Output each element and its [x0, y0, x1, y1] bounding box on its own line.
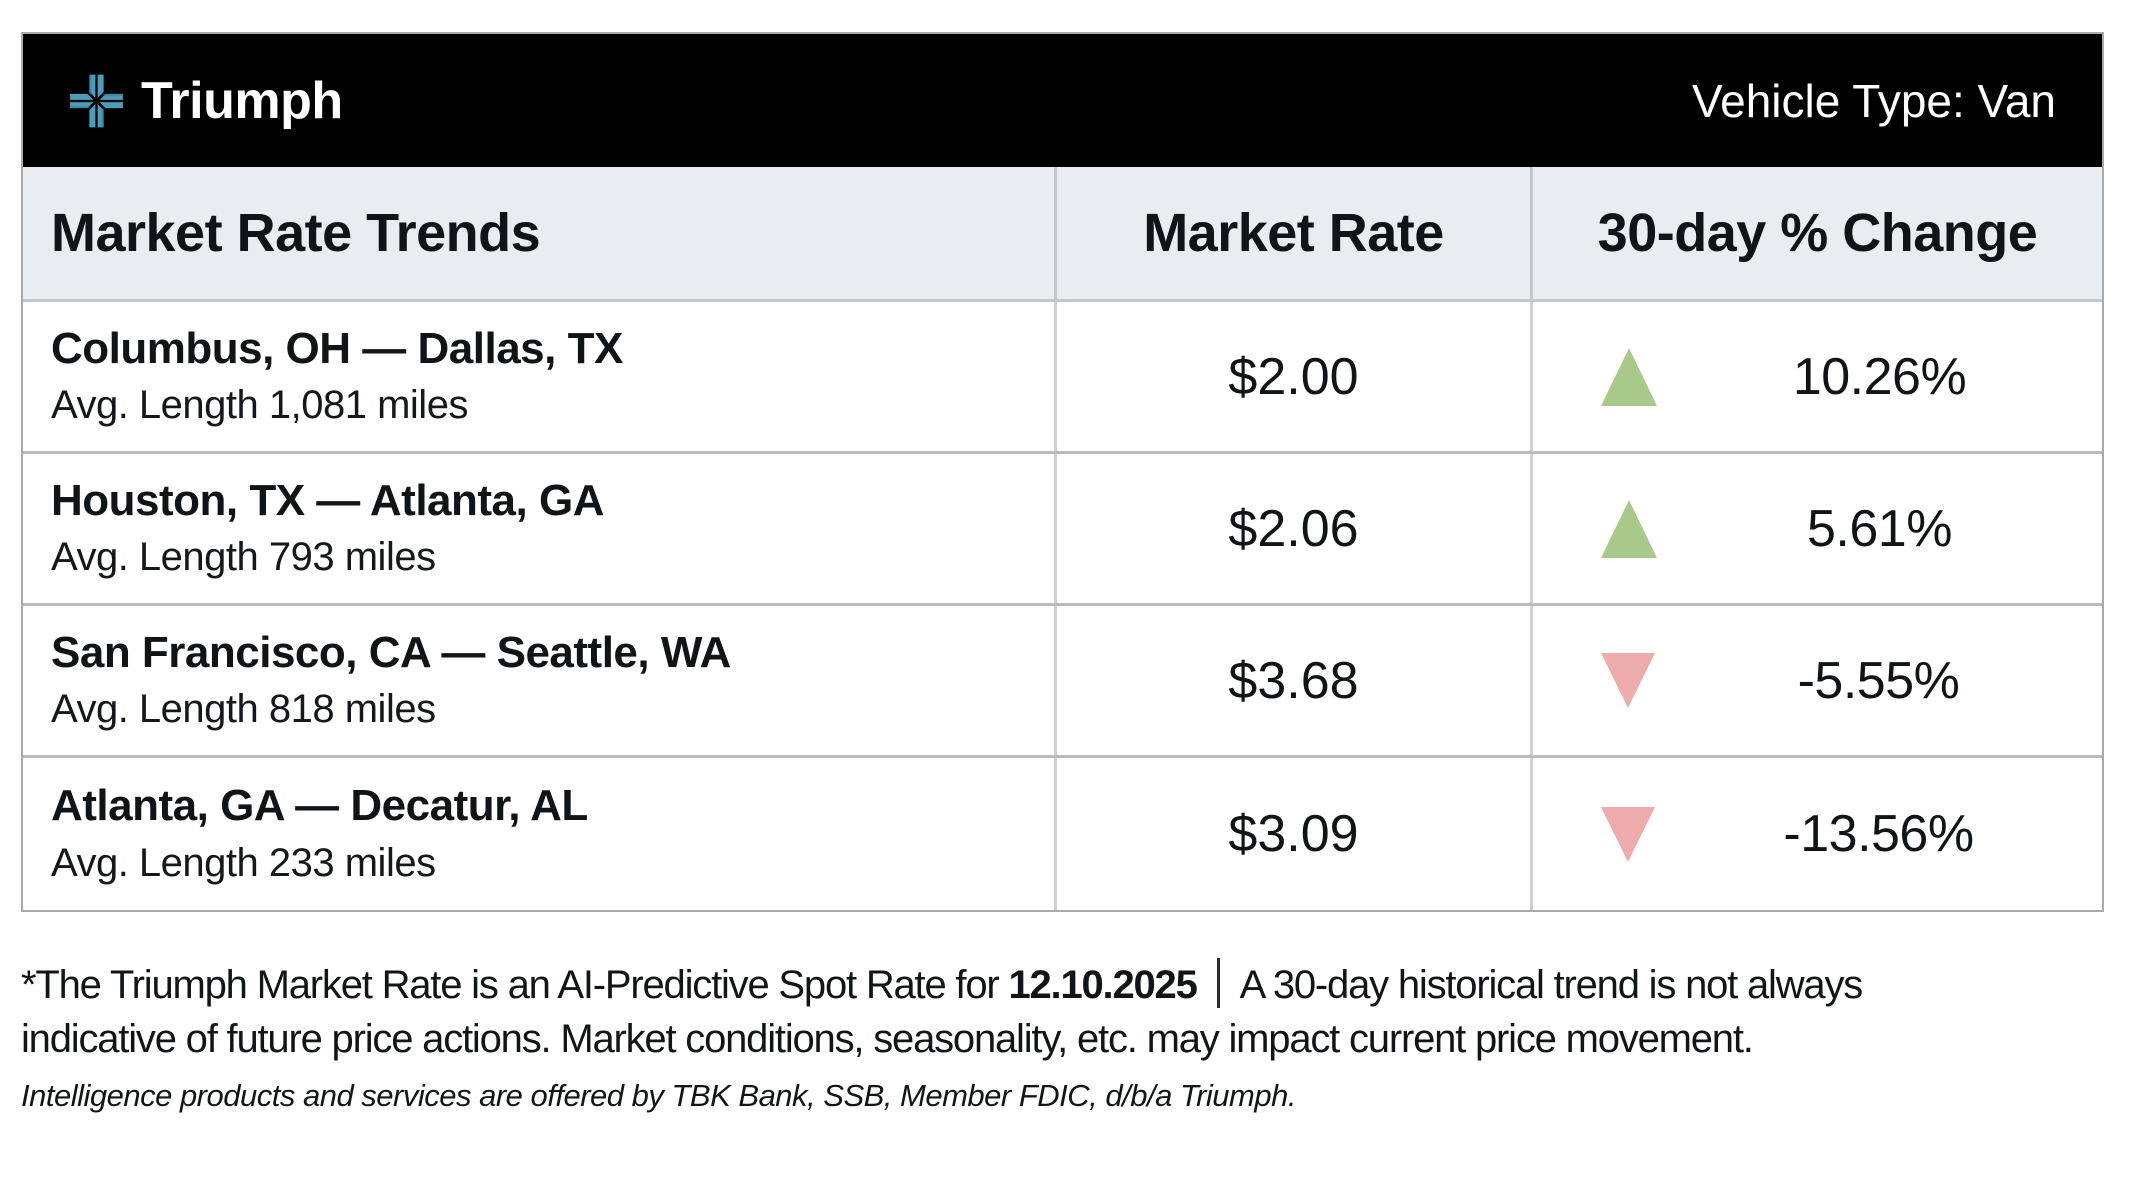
- market-rate-value: $2.06: [1054, 454, 1530, 603]
- market-rate-value: $3.09: [1054, 758, 1530, 910]
- brand-header: Triumph Vehicle Type: Van: [23, 34, 2102, 167]
- rate-table: Triumph Vehicle Type: Van Market Rate Tr…: [21, 32, 2104, 912]
- route-avg-length: Avg. Length 233 miles: [51, 840, 436, 885]
- brand-logo: Triumph: [69, 71, 343, 131]
- route-cell: Houston, TX — Atlanta, GA Avg. Length 79…: [23, 454, 1054, 603]
- brand-wordmark: Triumph: [141, 71, 343, 130]
- change-value: -13.56%: [1783, 805, 1974, 863]
- route-avg-length: Avg. Length 1,081 miles: [51, 383, 468, 428]
- trend-down-icon: [1601, 653, 1655, 708]
- market-rate-value: $3.68: [1054, 606, 1530, 755]
- market-rate-value: $2.00: [1054, 302, 1530, 451]
- route-name: Atlanta, GA — Decatur, AL: [51, 781, 588, 831]
- column-header-trends: Market Rate Trends: [51, 203, 541, 263]
- route-cell: Columbus, OH — Dallas, TX Avg. Length 1,…: [23, 302, 1054, 451]
- route-avg-length: Avg. Length 793 miles: [51, 535, 436, 580]
- column-header-30day-change: 30-day % Change: [1530, 167, 2102, 299]
- disclaimer-line1: A 30-day historical trend is not always: [1239, 963, 1864, 1007]
- change-cell: 5.61%: [1530, 454, 2102, 603]
- route-name: Columbus, OH — Dallas, TX: [51, 323, 623, 373]
- trend-up-icon: [1601, 499, 1657, 558]
- table-header-row: Market Rate Trends Market Rate 30-day % …: [23, 167, 2102, 302]
- disclaimer-text: *The Triumph Market Rate is an AI-Predic…: [21, 958, 2104, 1066]
- route-avg-length: Avg. Length 818 miles: [51, 687, 436, 732]
- vehicle-type-label: Vehicle Type: Van: [1691, 74, 2056, 127]
- table-row: Columbus, OH — Dallas, TX Avg. Length 1,…: [23, 302, 2102, 454]
- route-name: Houston, TX — Atlanta, GA: [51, 475, 604, 525]
- change-value: -5.55%: [1797, 651, 1960, 710]
- change-value: 10.26%: [1792, 347, 1967, 406]
- trend-up-icon: [1601, 347, 1657, 406]
- table-row: San Francisco, CA — Seattle, WA Avg. Len…: [23, 606, 2102, 758]
- route-cell: Atlanta, GA — Decatur, AL Avg. Length 23…: [23, 758, 1054, 910]
- trend-down-icon: [1601, 806, 1655, 862]
- change-cell: -13.56%: [1530, 758, 2102, 910]
- change-cell: 10.26%: [1530, 302, 2102, 451]
- triumph-cross-icon: [70, 74, 123, 127]
- change-cell: -5.55%: [1530, 606, 2102, 755]
- market-rate-report: Triumph Vehicle Type: Van Market Rate Tr…: [21, 32, 2104, 1114]
- table-row: Atlanta, GA — Decatur, AL Avg. Length 23…: [23, 758, 2102, 910]
- rate-date: 12.10.2025: [1008, 963, 1197, 1007]
- disclaimer-prefix: *The Triumph Market Rate is an AI-Predic…: [21, 963, 1009, 1007]
- separator-bar: [1216, 958, 1220, 1008]
- route-name: San Francisco, CA — Seattle, WA: [51, 627, 731, 677]
- column-header-market-rate: Market Rate: [1054, 167, 1530, 299]
- legal-text: Intelligence products and services are o…: [21, 1078, 1296, 1113]
- disclaimer-line2: indicative of future price actions. Mark…: [21, 1017, 1754, 1061]
- change-value: 5.61%: [1807, 499, 1952, 558]
- route-cell: San Francisco, CA — Seattle, WA Avg. Len…: [23, 606, 1054, 755]
- table-row: Houston, TX — Atlanta, GA Avg. Length 79…: [23, 454, 2102, 606]
